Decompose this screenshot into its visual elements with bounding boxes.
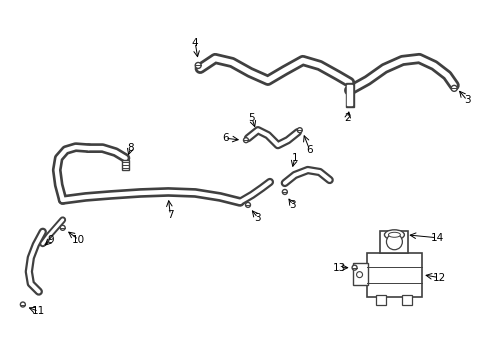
Circle shape [245, 202, 250, 207]
Bar [346, 85, 351, 105]
Ellipse shape [384, 230, 404, 240]
Bar [352, 263, 367, 285]
Text: 5: 5 [248, 113, 255, 123]
Bar [380, 231, 407, 253]
Text: 1: 1 [291, 153, 298, 163]
Bar [376, 294, 386, 305]
Ellipse shape [387, 232, 400, 237]
Text: 13: 13 [332, 263, 346, 273]
Circle shape [356, 272, 362, 278]
Bar [345, 84, 353, 107]
Circle shape [243, 138, 248, 143]
Bar [366, 253, 422, 297]
Text: 4: 4 [191, 37, 198, 48]
Text: 14: 14 [430, 233, 443, 243]
Text: 12: 12 [432, 273, 445, 283]
Text: 10: 10 [72, 235, 85, 245]
Text: 2: 2 [344, 113, 350, 123]
Circle shape [20, 302, 25, 307]
Text: 9: 9 [47, 235, 54, 245]
Circle shape [450, 85, 456, 91]
Circle shape [282, 189, 287, 194]
Text: 6: 6 [306, 145, 312, 155]
Circle shape [351, 265, 356, 270]
Text: 8: 8 [127, 143, 134, 153]
Circle shape [195, 62, 201, 68]
Bar [402, 294, 411, 305]
Text: 3: 3 [289, 200, 296, 210]
Bar [122, 160, 129, 170]
Circle shape [60, 225, 65, 230]
Circle shape [297, 128, 302, 133]
Text: 3: 3 [463, 95, 469, 105]
Circle shape [386, 234, 402, 250]
Text: 6: 6 [222, 133, 228, 143]
Text: 3: 3 [254, 213, 261, 223]
Text: 11: 11 [32, 306, 45, 316]
Text: 7: 7 [166, 210, 173, 220]
